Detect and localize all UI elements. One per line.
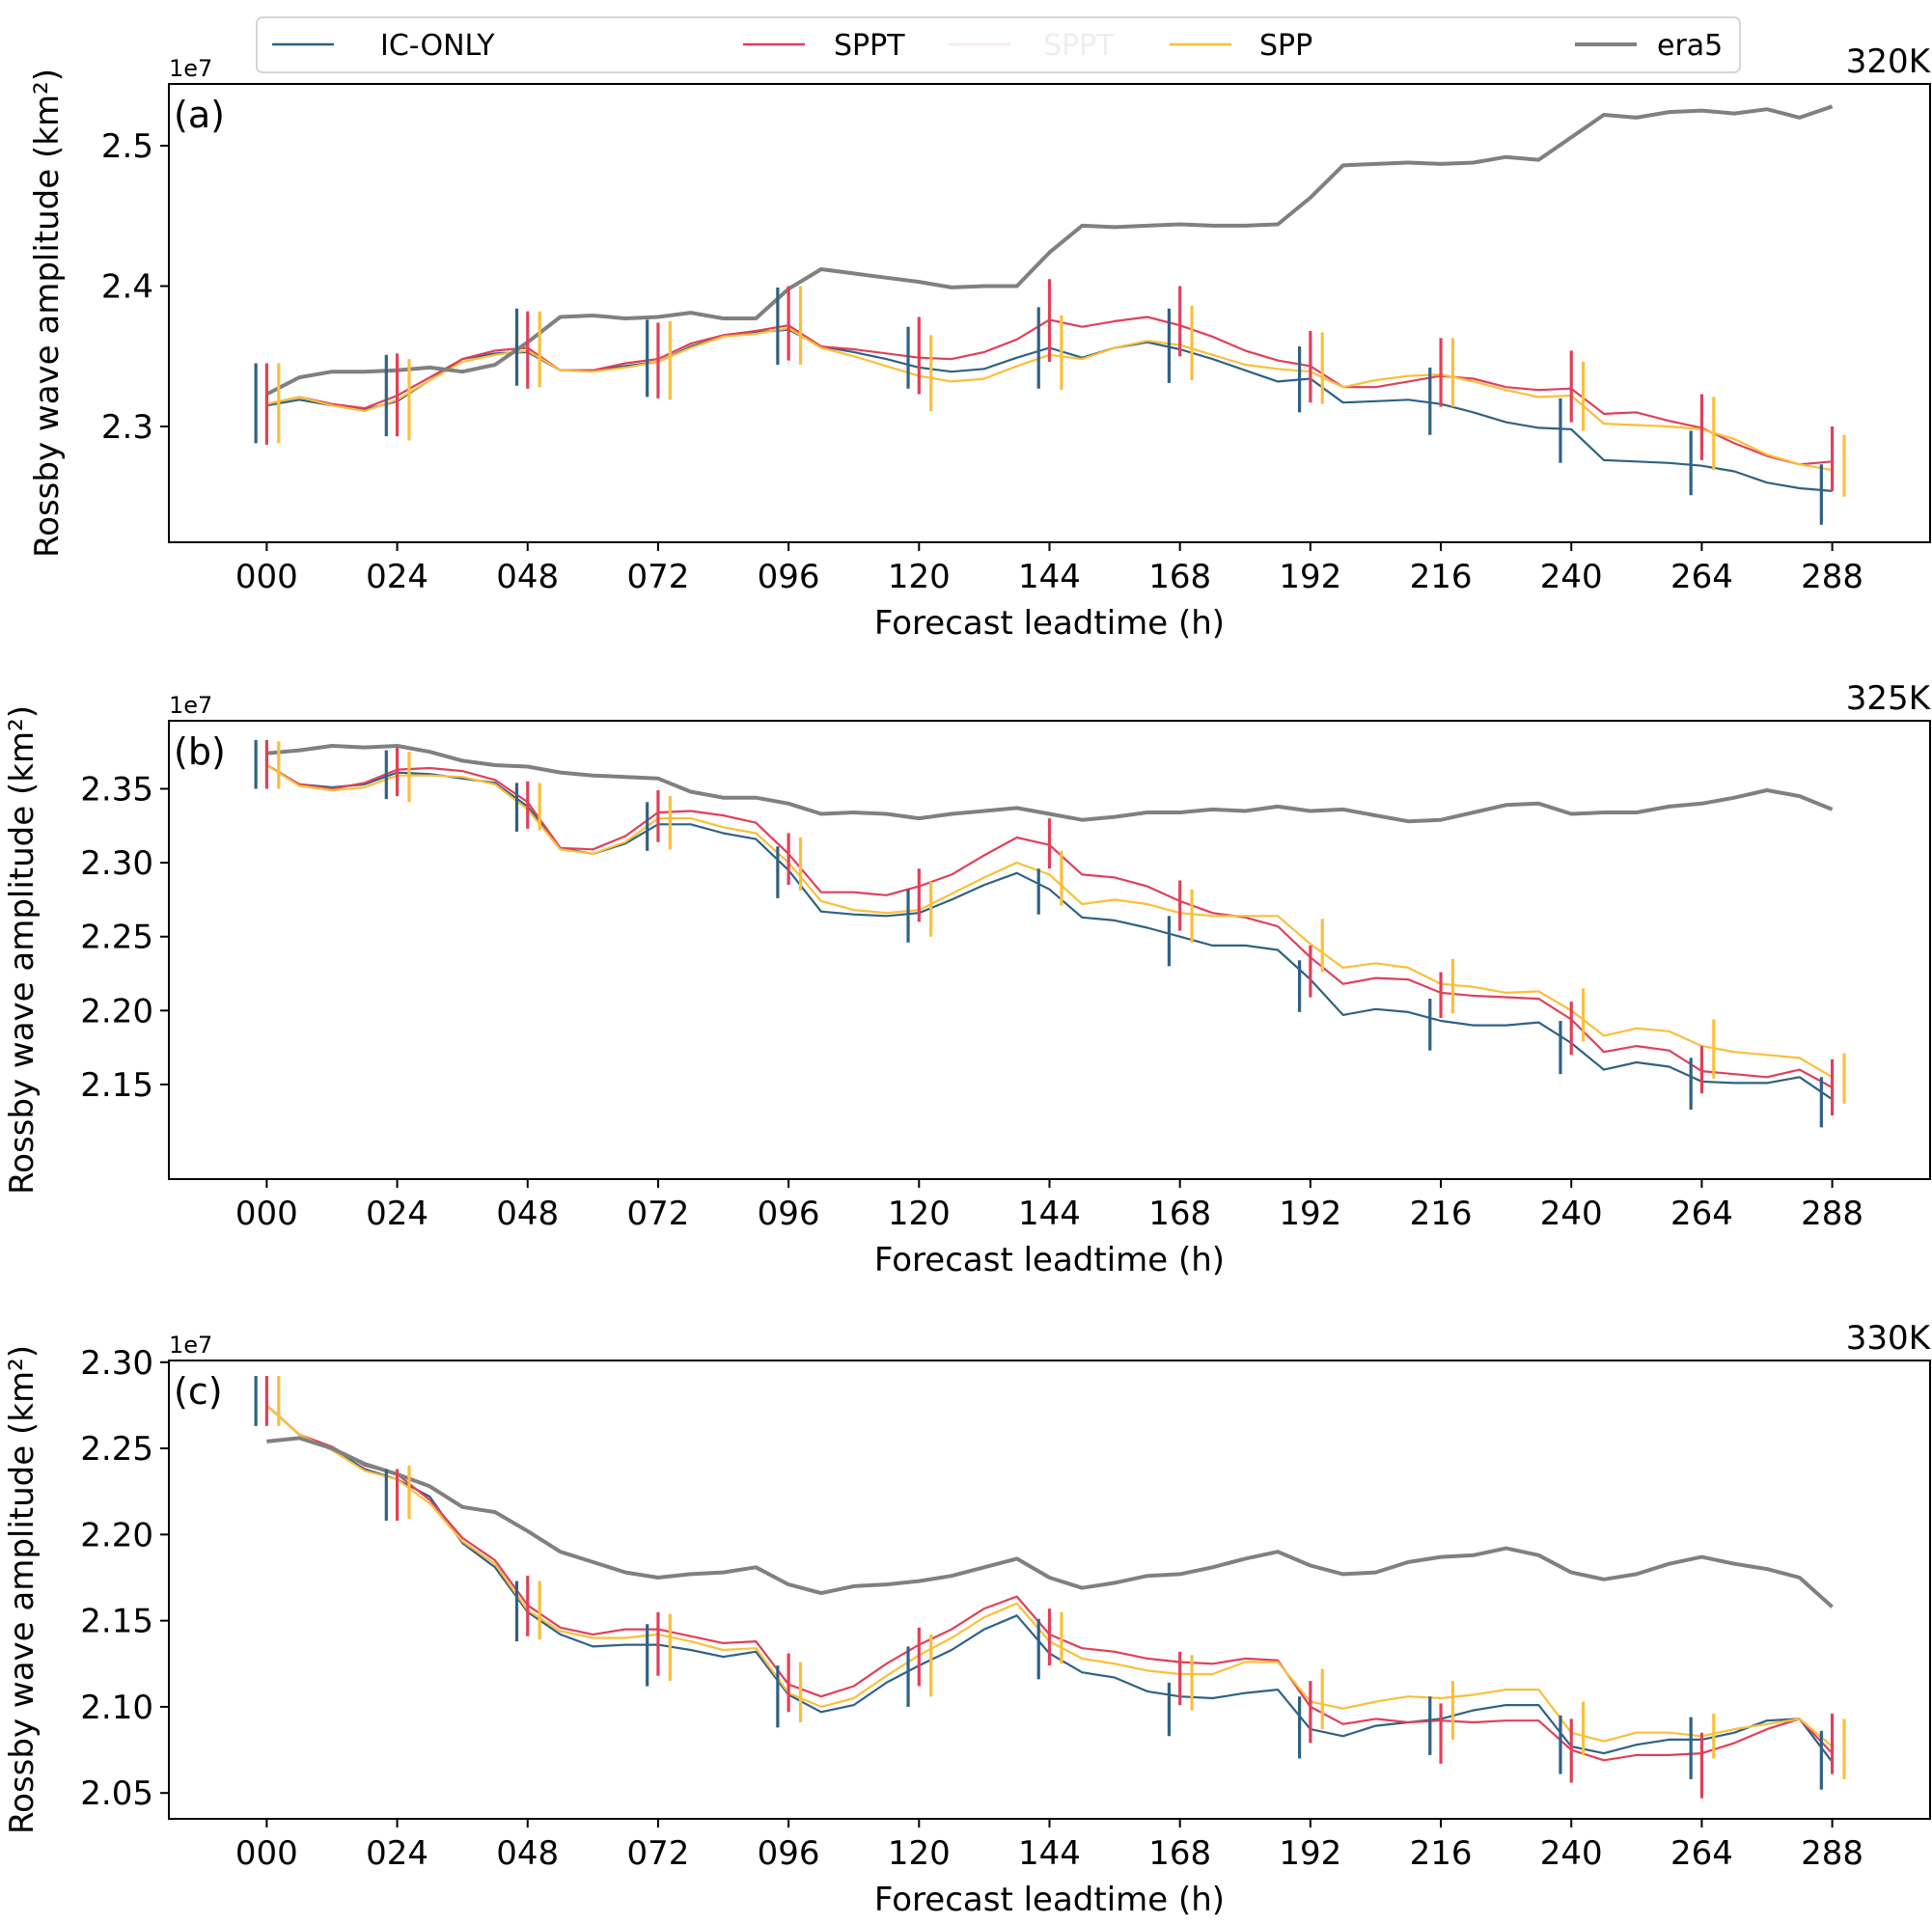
x-tick-label: 024 xyxy=(366,558,428,596)
y-tick-label: 2.35 xyxy=(80,770,153,809)
panel-title: 325K xyxy=(1846,679,1932,718)
plot-area xyxy=(254,1376,1846,1799)
legend-label: IC-ONLY xyxy=(380,29,495,63)
y-tick-label: 2.30 xyxy=(80,1344,153,1383)
series-line-era5 xyxy=(266,744,1834,824)
x-tick-label: 120 xyxy=(888,1195,951,1233)
x-axis-title: Forecast leadtime (h) xyxy=(874,604,1225,643)
x-tick-label: 192 xyxy=(1279,1834,1341,1873)
panel-title: 320K xyxy=(1846,42,1932,81)
y-axis-title: Rossby wave amplitude (km²) xyxy=(28,69,67,558)
panel-label: (a) xyxy=(174,94,225,136)
x-tick-label: 264 xyxy=(1670,1834,1733,1873)
y-tick-label: 2.20 xyxy=(80,992,153,1031)
x-tick-label: 264 xyxy=(1670,558,1733,596)
y-tick-label: 2.20 xyxy=(80,1516,153,1554)
axes-frame xyxy=(168,1360,1931,1820)
x-tick-label: 144 xyxy=(1018,1195,1081,1233)
x-tick-label: 168 xyxy=(1148,1834,1211,1873)
legend-entry-ic-only: IC-ONLY xyxy=(272,29,495,63)
legend-label: era5 xyxy=(1657,29,1723,63)
x-axis-title: Forecast leadtime (h) xyxy=(874,1881,1225,1919)
legend-entry-sppt-ghost: SPPT xyxy=(949,29,1115,63)
legend-label: SPPT xyxy=(1043,29,1115,63)
legend-entry-sppt: SPPT xyxy=(743,29,905,63)
y-offset-label: 1e7 xyxy=(169,1332,212,1359)
x-tick-label: 264 xyxy=(1670,1195,1733,1233)
x-tick-label: 144 xyxy=(1018,558,1081,596)
y-tick-label: 2.3 xyxy=(101,408,153,447)
y-axis-title: Rossby wave amplitude (km²) xyxy=(3,705,41,1195)
y-tick-label: 2.05 xyxy=(80,1774,153,1813)
panel-label: (b) xyxy=(174,730,226,773)
series-line-era5 xyxy=(266,1436,1834,1608)
plot-area xyxy=(254,104,1846,525)
x-tick-label: 288 xyxy=(1801,558,1863,596)
y-offset-label: 1e7 xyxy=(169,692,212,719)
y-offset-label: 1e7 xyxy=(169,55,212,82)
x-tick-label: 096 xyxy=(758,558,820,596)
panel-label: (c) xyxy=(174,1370,223,1413)
legend-label: SPP xyxy=(1259,29,1312,63)
x-axis-title: Forecast leadtime (h) xyxy=(874,1241,1225,1279)
x-tick-label: 072 xyxy=(626,1834,689,1873)
y-axis-title: Rossby wave amplitude (km²) xyxy=(3,1345,41,1834)
plot-area xyxy=(254,739,1846,1128)
x-tick-label: 240 xyxy=(1540,558,1603,596)
x-tick-label: 000 xyxy=(235,1834,298,1873)
legend-label: SPPT xyxy=(834,29,905,63)
y-tick-label: 2.25 xyxy=(80,919,153,957)
y-tick-label: 2.10 xyxy=(80,1689,153,1727)
x-tick-label: 072 xyxy=(626,558,689,596)
axes-frame xyxy=(168,720,1931,1180)
y-tick-label: 2.15 xyxy=(80,1066,153,1105)
x-tick-label: 120 xyxy=(888,558,951,596)
x-tick-label: 216 xyxy=(1410,1834,1473,1873)
x-tick-label: 288 xyxy=(1801,1195,1863,1233)
x-tick-label: 240 xyxy=(1540,1834,1603,1873)
x-tick-label: 000 xyxy=(235,558,298,596)
x-tick-label: 120 xyxy=(888,1834,951,1873)
panel-c: 000 024 048 072 096 120 144 168 192 216 240 264 288 2… xyxy=(3,1319,1932,1919)
series-line-sppt xyxy=(265,1404,1834,1762)
x-tick-label: 048 xyxy=(496,1195,559,1233)
x-tick-label: 216 xyxy=(1410,1195,1473,1233)
x-tick-label: 216 xyxy=(1410,558,1473,596)
x-tick-label: 024 xyxy=(366,1834,428,1873)
y-tick-label: 2.25 xyxy=(80,1430,153,1469)
x-tick-label: 288 xyxy=(1801,1834,1863,1873)
x-tick-label: 072 xyxy=(626,1195,689,1233)
x-tick-label: 000 xyxy=(235,1195,298,1233)
y-tick-label: 2.4 xyxy=(101,267,153,306)
x-tick-label: 192 xyxy=(1279,1195,1341,1233)
x-tick-label: 024 xyxy=(366,1195,428,1233)
x-tick-label: 192 xyxy=(1279,558,1341,596)
legend-entry-spp: SPP xyxy=(1170,29,1312,63)
legend: IC-ONLY SPPT SPPT SPP era5 xyxy=(256,16,1741,73)
y-tick-label: 2.30 xyxy=(80,844,153,883)
series-line-ic-only xyxy=(265,1404,1834,1763)
x-tick-label: 048 xyxy=(496,1834,559,1873)
legend-entry-era5: era5 xyxy=(1575,29,1723,63)
panel-title: 330K xyxy=(1846,1319,1932,1358)
x-tick-label: 048 xyxy=(496,558,559,596)
x-tick-label: 168 xyxy=(1148,558,1211,596)
panel-b: 000 024 048 072 096 120 144 168 192 216 240 264 288 2… xyxy=(3,679,1932,1279)
y-tick-label: 2.5 xyxy=(101,127,153,166)
x-tick-label: 096 xyxy=(758,1195,820,1233)
x-tick-label: 096 xyxy=(758,1834,820,1873)
panel-a: 000 024 048 072 096 120 144 168 192 216 240 264 288 2… xyxy=(28,42,1932,643)
x-tick-label: 168 xyxy=(1148,1195,1211,1233)
x-tick-label: 144 xyxy=(1018,1834,1081,1873)
x-tick-label: 240 xyxy=(1540,1195,1603,1233)
y-tick-label: 2.15 xyxy=(80,1603,153,1641)
